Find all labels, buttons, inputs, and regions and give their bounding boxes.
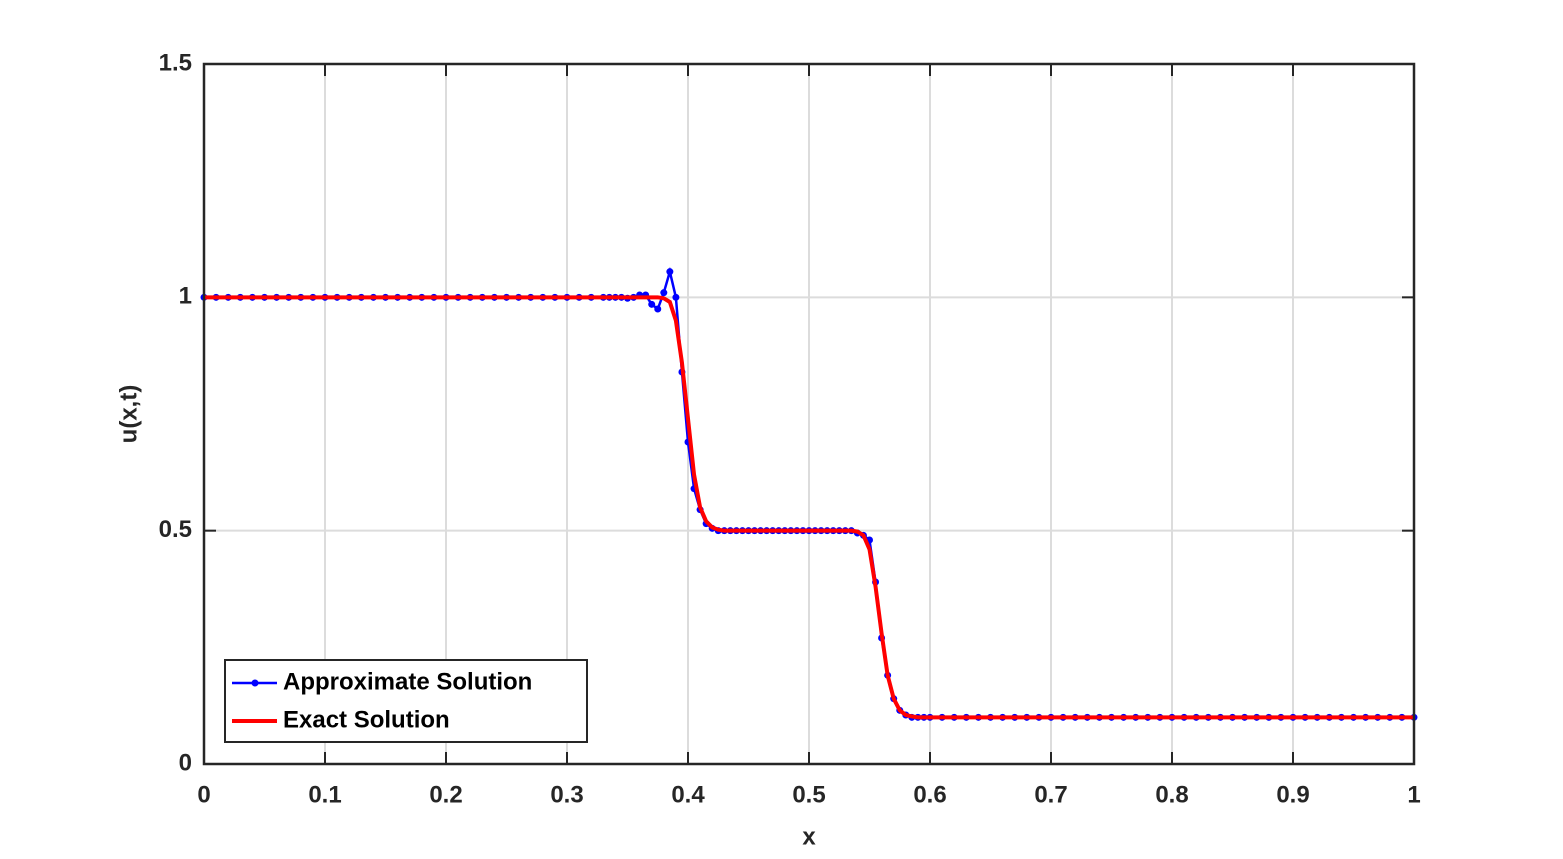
y-tick-label: 0.5 [159,516,192,543]
series-marker [666,268,674,276]
series-marker [648,300,656,308]
series-marker [672,293,680,301]
x-axis-label: x [802,823,816,850]
x-tick-label: 0.7 [1034,781,1067,808]
axes-box [202,62,1416,766]
x-tick-label: 0.2 [429,781,462,808]
x-tick-label: 0.9 [1276,781,1309,808]
legend-label: Approximate Solution [283,668,532,695]
series-marker [660,289,668,297]
y-axis-label: u(x,t) [115,385,142,444]
x-tick-label: 0.6 [913,781,946,808]
y-tick-label: 0 [179,749,192,776]
series-line [204,295,1414,720]
series-marker [654,305,662,313]
legend-box [224,659,588,743]
legend-marker [251,679,259,687]
legend-label: Exact Solution [283,706,450,733]
y-tick-label: 1 [179,283,192,310]
x-tick-label: 0.4 [671,781,705,808]
x-tick-label: 0 [197,781,210,808]
x-tick-label: 0.3 [550,781,583,808]
x-tick-label: 1 [1407,781,1420,808]
x-tick-label: 0.8 [1155,781,1188,808]
y-tick-label: 1.5 [159,49,192,76]
x-tick-label: 0.5 [792,781,825,808]
x-tick-label: 0.1 [308,781,341,808]
